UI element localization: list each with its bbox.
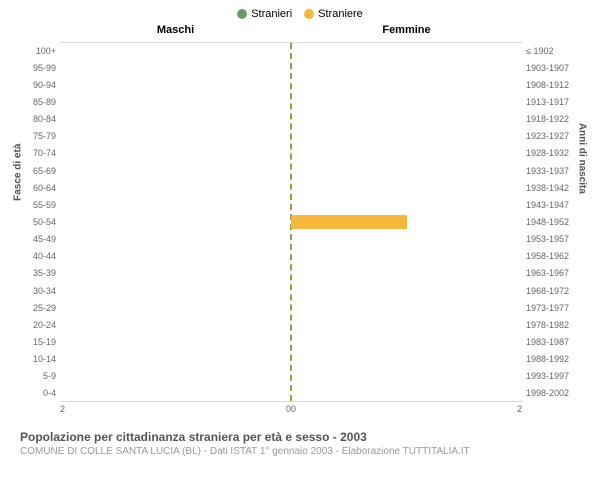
chart-title: Popolazione per cittadinanza straniera p… <box>20 430 580 444</box>
legend-label-female: Straniere <box>318 8 363 20</box>
y-tick-right: 1933-1937 <box>526 162 580 179</box>
bar-rows <box>60 43 522 401</box>
y-tick-right: 1988-1992 <box>526 351 580 368</box>
bar-female <box>291 215 407 229</box>
bar-row <box>60 367 522 384</box>
bar-row <box>60 94 522 111</box>
y-tick-right: 1908-1912 <box>526 76 580 93</box>
y-tick-left: 55-59 <box>20 196 56 213</box>
bar-row <box>60 231 522 248</box>
x-tick: 0 <box>291 404 296 416</box>
plot-area <box>60 42 522 402</box>
bar-row <box>60 179 522 196</box>
bar-row <box>60 60 522 77</box>
legend-dot-female-icon <box>304 9 314 19</box>
col-header-male: Maschi <box>60 24 291 42</box>
bar-row <box>60 162 522 179</box>
legend-item-female: Straniere <box>304 8 363 20</box>
chart-body: 100+95-9990-9485-8980-8475-7970-7465-696… <box>20 42 580 402</box>
bar-row <box>60 196 522 213</box>
y-tick-left: 0-4 <box>20 385 56 402</box>
y-tick-right: 1983-1987 <box>526 333 580 350</box>
y-tick-left: 80-84 <box>20 111 56 128</box>
y-tick-right: ≤ 1902 <box>526 42 580 59</box>
y-tick-right: 1978-1982 <box>526 316 580 333</box>
footer: Popolazione per cittadinanza straniera p… <box>0 424 600 457</box>
bar-row <box>60 333 522 350</box>
y-tick-right: 1928-1932 <box>526 145 580 162</box>
bar-row <box>60 299 522 316</box>
bar-row <box>60 213 522 230</box>
x-axis: 20 02 <box>20 402 580 418</box>
y-tick-right: 1923-1927 <box>526 128 580 145</box>
y-tick-left: 60-64 <box>20 179 56 196</box>
y-tick-left: 40-44 <box>20 248 56 265</box>
x-ticks-left: 20 <box>60 402 291 418</box>
column-headers: Maschi Femmine <box>20 24 580 42</box>
y-tick-right: 1958-1962 <box>526 248 580 265</box>
x-tick: 2 <box>517 404 522 416</box>
y-tick-right: 1913-1917 <box>526 93 580 110</box>
y-tick-left: 90-94 <box>20 76 56 93</box>
y-tick-right: 1973-1977 <box>526 299 580 316</box>
legend-dot-male-icon <box>237 9 247 19</box>
legend-label-male: Stranieri <box>251 8 292 20</box>
y-tick-right: 1918-1922 <box>526 111 580 128</box>
chart-container: Fasce di età Anni di nascita Maschi Femm… <box>20 24 580 424</box>
y-tick-left: 20-24 <box>20 316 56 333</box>
y-tick-left: 50-54 <box>20 213 56 230</box>
y-tick-right: 1948-1952 <box>526 213 580 230</box>
y-tick-right: 1963-1967 <box>526 265 580 282</box>
bar-row <box>60 145 522 162</box>
y-tick-right: 1903-1907 <box>526 59 580 76</box>
y-tick-right: 1968-1972 <box>526 282 580 299</box>
y-tick-left: 35-39 <box>20 265 56 282</box>
y-tick-left: 10-14 <box>20 351 56 368</box>
x-tick: 2 <box>60 404 65 416</box>
y-tick-right: 1998-2002 <box>526 385 580 402</box>
y-tick-right: 1953-1957 <box>526 231 580 248</box>
y-tick-left: 75-79 <box>20 128 56 145</box>
col-header-female: Femmine <box>291 24 522 42</box>
y-tick-right: 1938-1942 <box>526 179 580 196</box>
bar-row <box>60 384 522 401</box>
y-tick-left: 65-69 <box>20 162 56 179</box>
y-axis-left: 100+95-9990-9485-8980-8475-7970-7465-696… <box>20 42 60 402</box>
bar-row <box>60 77 522 94</box>
y-tick-left: 100+ <box>20 42 56 59</box>
chart-subtitle: COMUNE DI COLLE SANTA LUCIA (BL) - Dati … <box>20 446 580 457</box>
bar-row <box>60 282 522 299</box>
bar-row <box>60 111 522 128</box>
bar-row <box>60 43 522 60</box>
y-tick-left: 5-9 <box>20 368 56 385</box>
x-ticks-right: 02 <box>291 402 522 418</box>
bar-row <box>60 248 522 265</box>
y-tick-left: 45-49 <box>20 231 56 248</box>
bar-row <box>60 128 522 145</box>
y-tick-left: 85-89 <box>20 93 56 110</box>
bar-row <box>60 316 522 333</box>
y-tick-left: 30-34 <box>20 282 56 299</box>
y-axis-right: ≤ 19021903-19071908-19121913-19171918-19… <box>522 42 580 402</box>
bar-row <box>60 350 522 367</box>
y-tick-left: 15-19 <box>20 333 56 350</box>
y-tick-left: 70-74 <box>20 145 56 162</box>
y-tick-right: 1993-1997 <box>526 368 580 385</box>
legend-item-male: Stranieri <box>237 8 292 20</box>
legend: Stranieri Straniere <box>0 0 600 24</box>
y-tick-left: 25-29 <box>20 299 56 316</box>
bar-row <box>60 265 522 282</box>
y-tick-left: 95-99 <box>20 59 56 76</box>
y-tick-right: 1943-1947 <box>526 196 580 213</box>
